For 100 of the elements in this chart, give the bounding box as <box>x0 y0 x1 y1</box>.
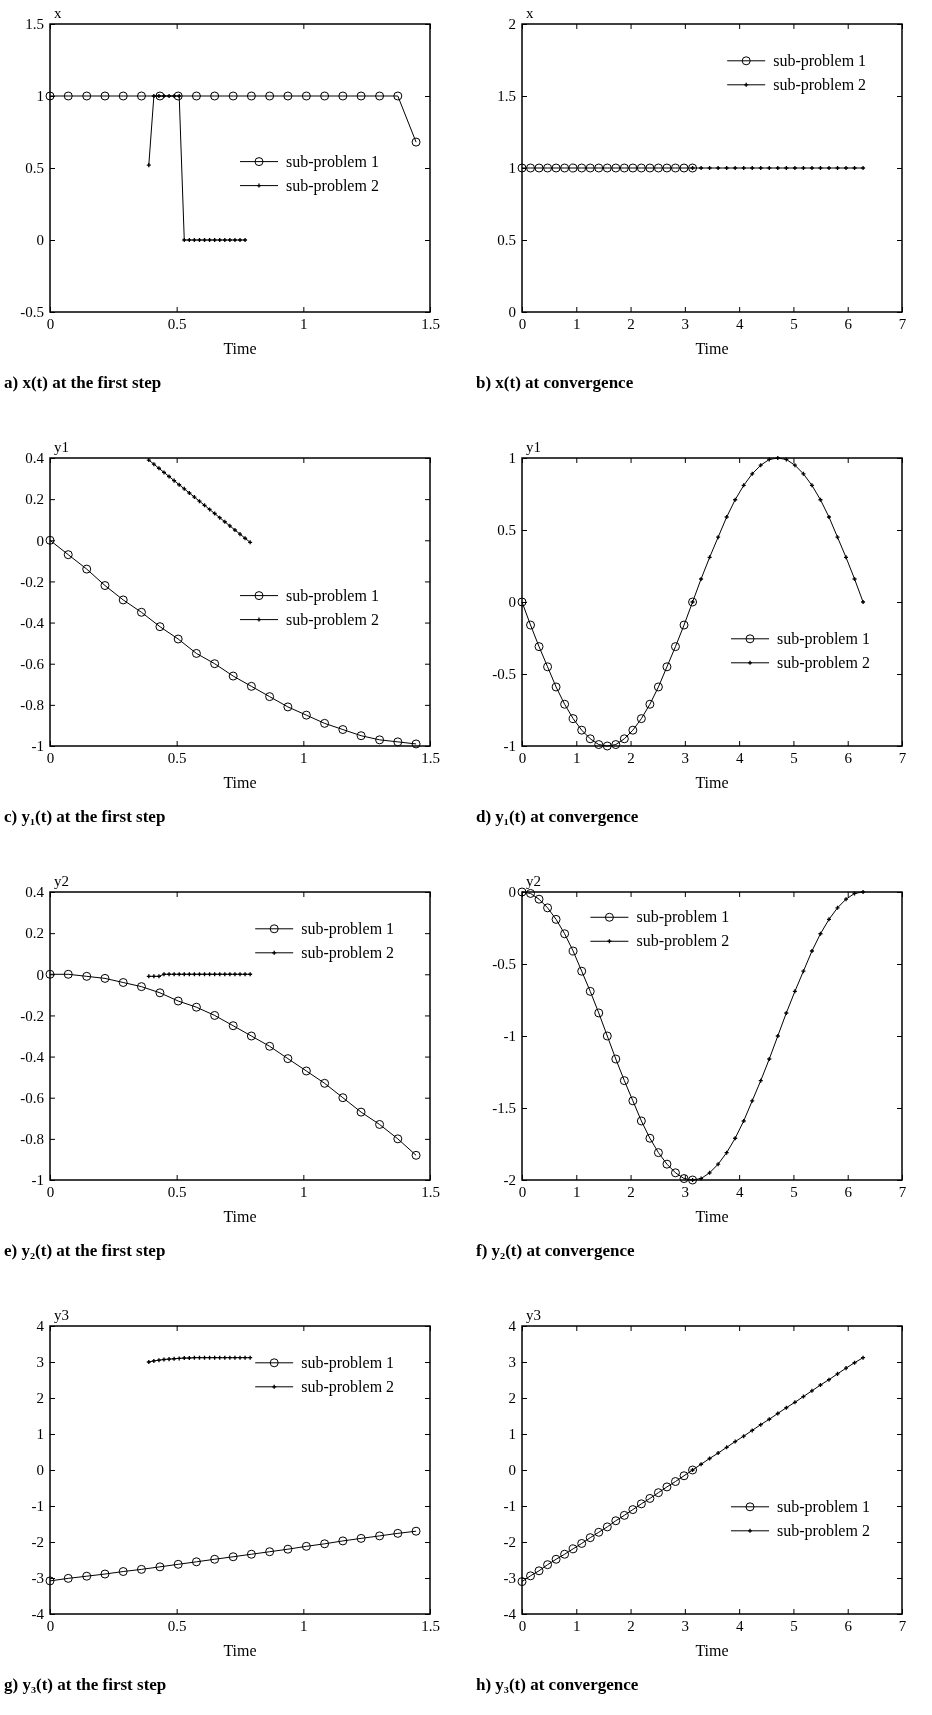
x-tick-label: 2 <box>627 315 635 332</box>
x-tick-label: 1.5 <box>421 749 440 766</box>
y-tick-label: 3 <box>508 1354 516 1371</box>
x-tick-label: 4 <box>735 315 744 332</box>
x-tick-label: 1 <box>300 749 308 766</box>
text: f) y₂(t) at convergence <box>476 1241 635 1260</box>
x-axis-title: Time <box>223 774 257 791</box>
x-tick-label: 1 <box>300 315 308 332</box>
y-tick-label: -0.4 <box>20 614 45 631</box>
y-tick-label: -1 <box>503 738 516 755</box>
x-tick-label: 0.5 <box>167 1617 187 1634</box>
text: h) y₃(t) at convergence <box>476 1675 639 1694</box>
y-tick-label: 0.5 <box>25 160 44 177</box>
x-axis-title: Time <box>223 1208 257 1225</box>
legend-label: sub-problem 2 <box>301 943 395 962</box>
y-tick-label: -0.5 <box>492 666 516 683</box>
y-axis-title: y3 <box>54 1307 69 1323</box>
y-tick-label: 0 <box>36 966 44 983</box>
y-tick-label: 4 <box>508 1318 517 1335</box>
legend-label: sub-problem 2 <box>636 932 730 951</box>
x-tick-label: 7 <box>898 1617 907 1634</box>
x-tick-label: 6 <box>844 749 853 766</box>
y-tick-label: -0.2 <box>20 573 44 590</box>
y-tick-label: -0.8 <box>20 697 44 714</box>
text: d) y₁(t) at convergence <box>476 807 639 826</box>
x-axis-title: Time <box>695 774 729 791</box>
y-axis-title: y2 <box>54 873 69 889</box>
x-axis-title: Time <box>695 1208 729 1225</box>
x-tick-label: 1 <box>300 1617 308 1634</box>
y-tick-label: 0.4 <box>25 450 45 467</box>
legend-label: sub-problem 2 <box>286 176 379 195</box>
legend-label: sub-problem 2 <box>777 653 870 672</box>
x-tick-label: 1 <box>573 1183 581 1200</box>
y-tick-label: 3 <box>36 1354 44 1371</box>
legend-label: sub-problem 2 <box>286 610 379 629</box>
y-tick-label: 2 <box>508 16 516 33</box>
x-axis-title: Time <box>223 340 257 357</box>
x-tick-label: 5 <box>790 1183 798 1200</box>
legend-label: sub-problem 1 <box>301 919 395 938</box>
legend-label: sub-problem 1 <box>777 1497 870 1516</box>
y-axis-title: y1 <box>54 439 69 455</box>
x-tick-label: 1.5 <box>421 1617 440 1634</box>
y-tick-label: 2 <box>36 1390 44 1407</box>
y-axis-title: y3 <box>526 1307 541 1323</box>
x-tick-label: 2 <box>627 1617 635 1634</box>
x-tick-label: 0.5 <box>167 749 187 766</box>
y-tick-label: 0 <box>36 532 44 549</box>
y-tick-label: -4 <box>31 1606 45 1623</box>
x-tick-label: 1 <box>573 315 581 332</box>
y-tick-label: 2 <box>508 1390 516 1407</box>
y-tick-label: -3 <box>31 1570 44 1587</box>
x-tick-label: 5 <box>790 315 798 332</box>
x-tick-label: 5 <box>790 749 798 766</box>
x-tick-label: 1.5 <box>421 1183 440 1200</box>
text: c) y₁(t) at the first step <box>4 807 166 826</box>
y-tick-label: -2 <box>31 1534 44 1551</box>
y-axis-title: x <box>54 5 62 21</box>
x-tick-label: 1 <box>300 1183 308 1200</box>
legend-label: sub-problem 2 <box>301 1377 395 1396</box>
y-tick-label: -1 <box>503 1498 516 1515</box>
text: b) x(t) at convergence <box>476 373 634 392</box>
legend-label: sub-problem 1 <box>286 152 379 171</box>
legend-label: sub-problem 2 <box>773 75 867 94</box>
y-tick-label: 0 <box>508 884 516 901</box>
y-axis-title: y1 <box>526 439 541 455</box>
y-tick-label: -0.6 <box>20 656 45 673</box>
y-tick-label: -1 <box>31 1498 44 1515</box>
x-tick-label: 3 <box>681 749 690 766</box>
x-tick-label: 1.5 <box>421 315 440 332</box>
x-tick-label: 6 <box>844 1617 853 1634</box>
y-tick-label: -1.5 <box>492 1100 516 1117</box>
x-tick-label: 6 <box>844 1183 853 1200</box>
y-tick-label: 0 <box>508 1462 516 1479</box>
x-tick-label: 1 <box>573 1617 581 1634</box>
y-tick-label: -3 <box>503 1570 516 1587</box>
y-tick-label: -0.5 <box>492 956 516 973</box>
y-tick-label: 0.2 <box>25 491 44 508</box>
legend-label: sub-problem 1 <box>286 586 379 605</box>
y-tick-label: 0.2 <box>25 925 44 942</box>
y-tick-label: -2 <box>503 1172 516 1189</box>
legend-label: sub-problem 1 <box>636 908 730 927</box>
x-tick-label: 4 <box>735 749 744 766</box>
y-tick-label: 4 <box>36 1318 45 1335</box>
x-tick-label: 1 <box>573 749 581 766</box>
text: g) y₃(t) at the first step <box>4 1675 167 1694</box>
x-axis-title: Time <box>223 1642 257 1659</box>
legend-label: sub-problem 1 <box>773 51 867 70</box>
y-tick-label: -0.8 <box>20 1131 44 1148</box>
y-tick-label: -4 <box>503 1606 517 1623</box>
y-tick-label: 1.5 <box>25 16 44 33</box>
y-tick-label: 1 <box>508 1426 516 1443</box>
legend-label: sub-problem 1 <box>777 629 870 648</box>
y-tick-label: -2 <box>503 1534 516 1551</box>
x-tick-label: 0.5 <box>167 1183 187 1200</box>
y-tick-label: -0.6 <box>20 1090 45 1107</box>
y-axis-title: y2 <box>526 873 541 889</box>
text: e) y₂(t) at the first step <box>4 1241 166 1260</box>
x-tick-label: 7 <box>898 1183 907 1200</box>
y-tick-label: 1 <box>508 450 516 467</box>
y-tick-label: -0.2 <box>20 1007 44 1024</box>
